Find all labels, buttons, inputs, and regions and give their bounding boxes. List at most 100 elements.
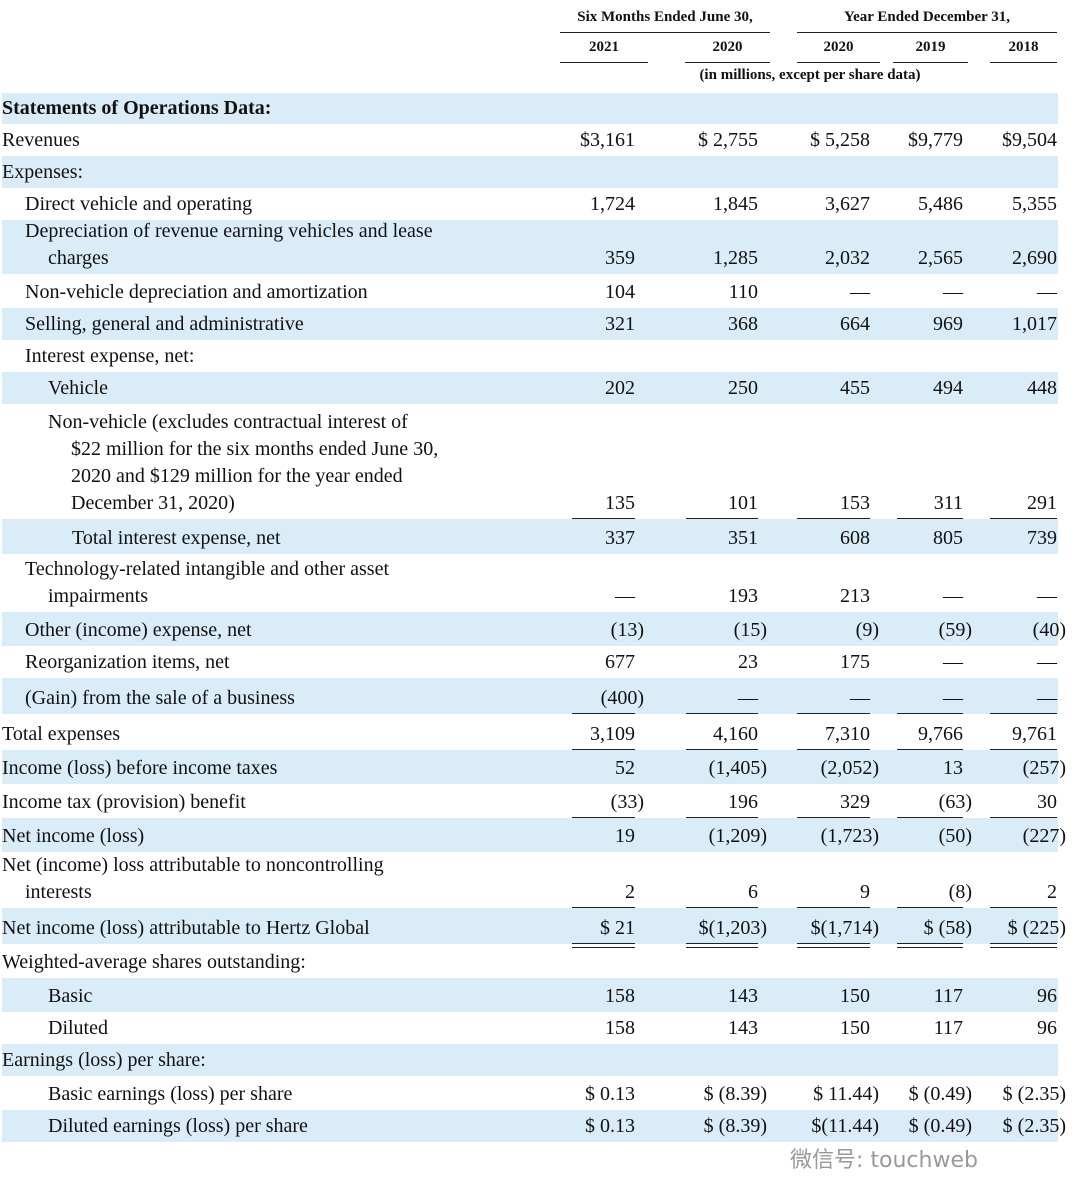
cell-value: 9,766 <box>918 723 963 745</box>
cell-rule <box>797 907 870 908</box>
row-label: 2020 and $129 million for the year ended <box>71 465 403 487</box>
cell-value: 359 <box>605 247 635 269</box>
cell-value: $9,504 <box>1002 129 1057 151</box>
header-rule <box>990 62 1057 63</box>
cell-value: 143 <box>728 1017 758 1039</box>
row-label: Basic earnings (loss) per share <box>48 1083 293 1105</box>
cell-rule <box>897 518 963 519</box>
cell-value: $ (58) <box>923 917 972 939</box>
cell-value: 150 <box>840 985 870 1007</box>
cell-value: 143 <box>728 985 758 1007</box>
row-label: Reorganization items, net <box>25 651 230 673</box>
row-shade <box>2 1044 1058 1076</box>
cell-value: — <box>615 585 635 607</box>
cell-rule <box>990 907 1057 908</box>
cell-value: 9 <box>860 881 870 903</box>
cell-value: 101 <box>728 492 758 514</box>
cell-value: 153 <box>840 492 870 514</box>
cell-rule <box>572 518 635 519</box>
cell-value: 2 <box>1047 881 1057 903</box>
header-rule <box>797 62 880 63</box>
row-label: Selling, general and administrative <box>25 313 304 335</box>
cell-value: 1,724 <box>590 193 635 215</box>
cell-value: $ 0.13 <box>585 1083 635 1105</box>
row-label: Expenses: <box>2 161 84 183</box>
row-shade <box>2 308 1058 340</box>
group-header: Year Ended December 31, <box>843 9 1011 25</box>
row-label: December 31, 2020) <box>71 492 235 514</box>
cell-value: 2,565 <box>918 247 963 269</box>
cell-value: 117 <box>933 1017 963 1039</box>
cell-value: 1,285 <box>713 247 758 269</box>
cell-value: $ (8.39) <box>703 1115 767 1137</box>
row-label: Other (income) expense, net <box>25 619 252 641</box>
cell-value: (59) <box>938 619 972 641</box>
cell-rule <box>797 749 870 750</box>
cell-value: 175 <box>840 651 870 673</box>
cell-value: — <box>943 687 963 709</box>
cell-value: 52 <box>615 757 635 779</box>
cell-value: (40) <box>1032 619 1066 641</box>
cell-value: 3,627 <box>825 193 870 215</box>
cell-value: 196 <box>728 791 758 813</box>
cell-value: (2,052) <box>820 757 879 779</box>
cell-value: $(1,203) <box>698 917 767 939</box>
cell-value: — <box>1037 687 1057 709</box>
cell-value: (1,723) <box>820 825 879 847</box>
cell-value: $(1,714) <box>810 917 879 939</box>
cell-value: (1,209) <box>708 825 767 847</box>
cell-value: — <box>943 651 963 673</box>
cell-value: 30 <box>1037 791 1057 813</box>
header-rule <box>560 32 770 33</box>
cell-value: $9,779 <box>908 129 963 151</box>
row-label: Diluted earnings (loss) per share <box>48 1115 308 1137</box>
cell-value: 321 <box>605 313 635 335</box>
row-label: Statements of Operations Data: <box>2 97 272 119</box>
row-label: Total expenses <box>2 723 121 745</box>
cell-value: 311 <box>933 492 963 514</box>
cell-value: $ 11.44) <box>813 1083 879 1105</box>
cell-rule <box>897 907 963 908</box>
row-label: Interest expense, net: <box>25 345 195 367</box>
row-shade <box>2 908 1058 944</box>
row-label: Vehicle <box>48 377 108 399</box>
row-shade <box>2 818 1058 852</box>
cell-value: 96 <box>1037 1017 1057 1039</box>
row-label: Income (loss) before income taxes <box>2 757 278 779</box>
cell-value: (400) <box>600 687 644 709</box>
cell-rule <box>897 817 963 818</box>
cell-value: 5,486 <box>918 193 963 215</box>
row-label: Basic <box>48 985 93 1007</box>
cell-value: (63) <box>938 791 972 813</box>
row-label: Earnings (loss) per share: <box>2 1049 206 1071</box>
cell-value: $ 0.13 <box>585 1115 635 1137</box>
header-rule <box>560 62 648 63</box>
cell-value: 1,845 <box>713 193 758 215</box>
cell-rule <box>797 518 870 519</box>
cell-value: 2,032 <box>825 247 870 269</box>
cell-rule <box>797 947 870 948</box>
cell-value: $ 21 <box>600 917 635 939</box>
cell-value: 13 <box>943 757 963 779</box>
cell-value: 805 <box>933 527 963 549</box>
cell-rule <box>990 817 1057 818</box>
cell-rule <box>797 817 870 818</box>
cell-rule <box>572 817 635 818</box>
cell-value: $ (8.39) <box>703 1083 767 1105</box>
cell-value: 23 <box>738 651 758 673</box>
row-label: Total interest expense, net <box>72 527 281 549</box>
cell-value: 448 <box>1027 377 1057 399</box>
cell-rule <box>897 947 963 948</box>
cell-value: — <box>943 585 963 607</box>
cell-value: 677 <box>605 651 635 673</box>
row-shade <box>2 1110 1058 1142</box>
cell-value: $(11.44) <box>811 1115 879 1137</box>
cell-rule <box>990 943 1057 944</box>
cell-value: $ 2,755 <box>698 129 758 151</box>
cell-rule <box>686 943 758 944</box>
cell-value: 608 <box>840 527 870 549</box>
row-shade <box>2 156 1058 188</box>
year-header: 2020 <box>712 39 743 55</box>
cell-value: $ (225) <box>1007 917 1066 939</box>
row-label: Revenues <box>2 129 80 151</box>
